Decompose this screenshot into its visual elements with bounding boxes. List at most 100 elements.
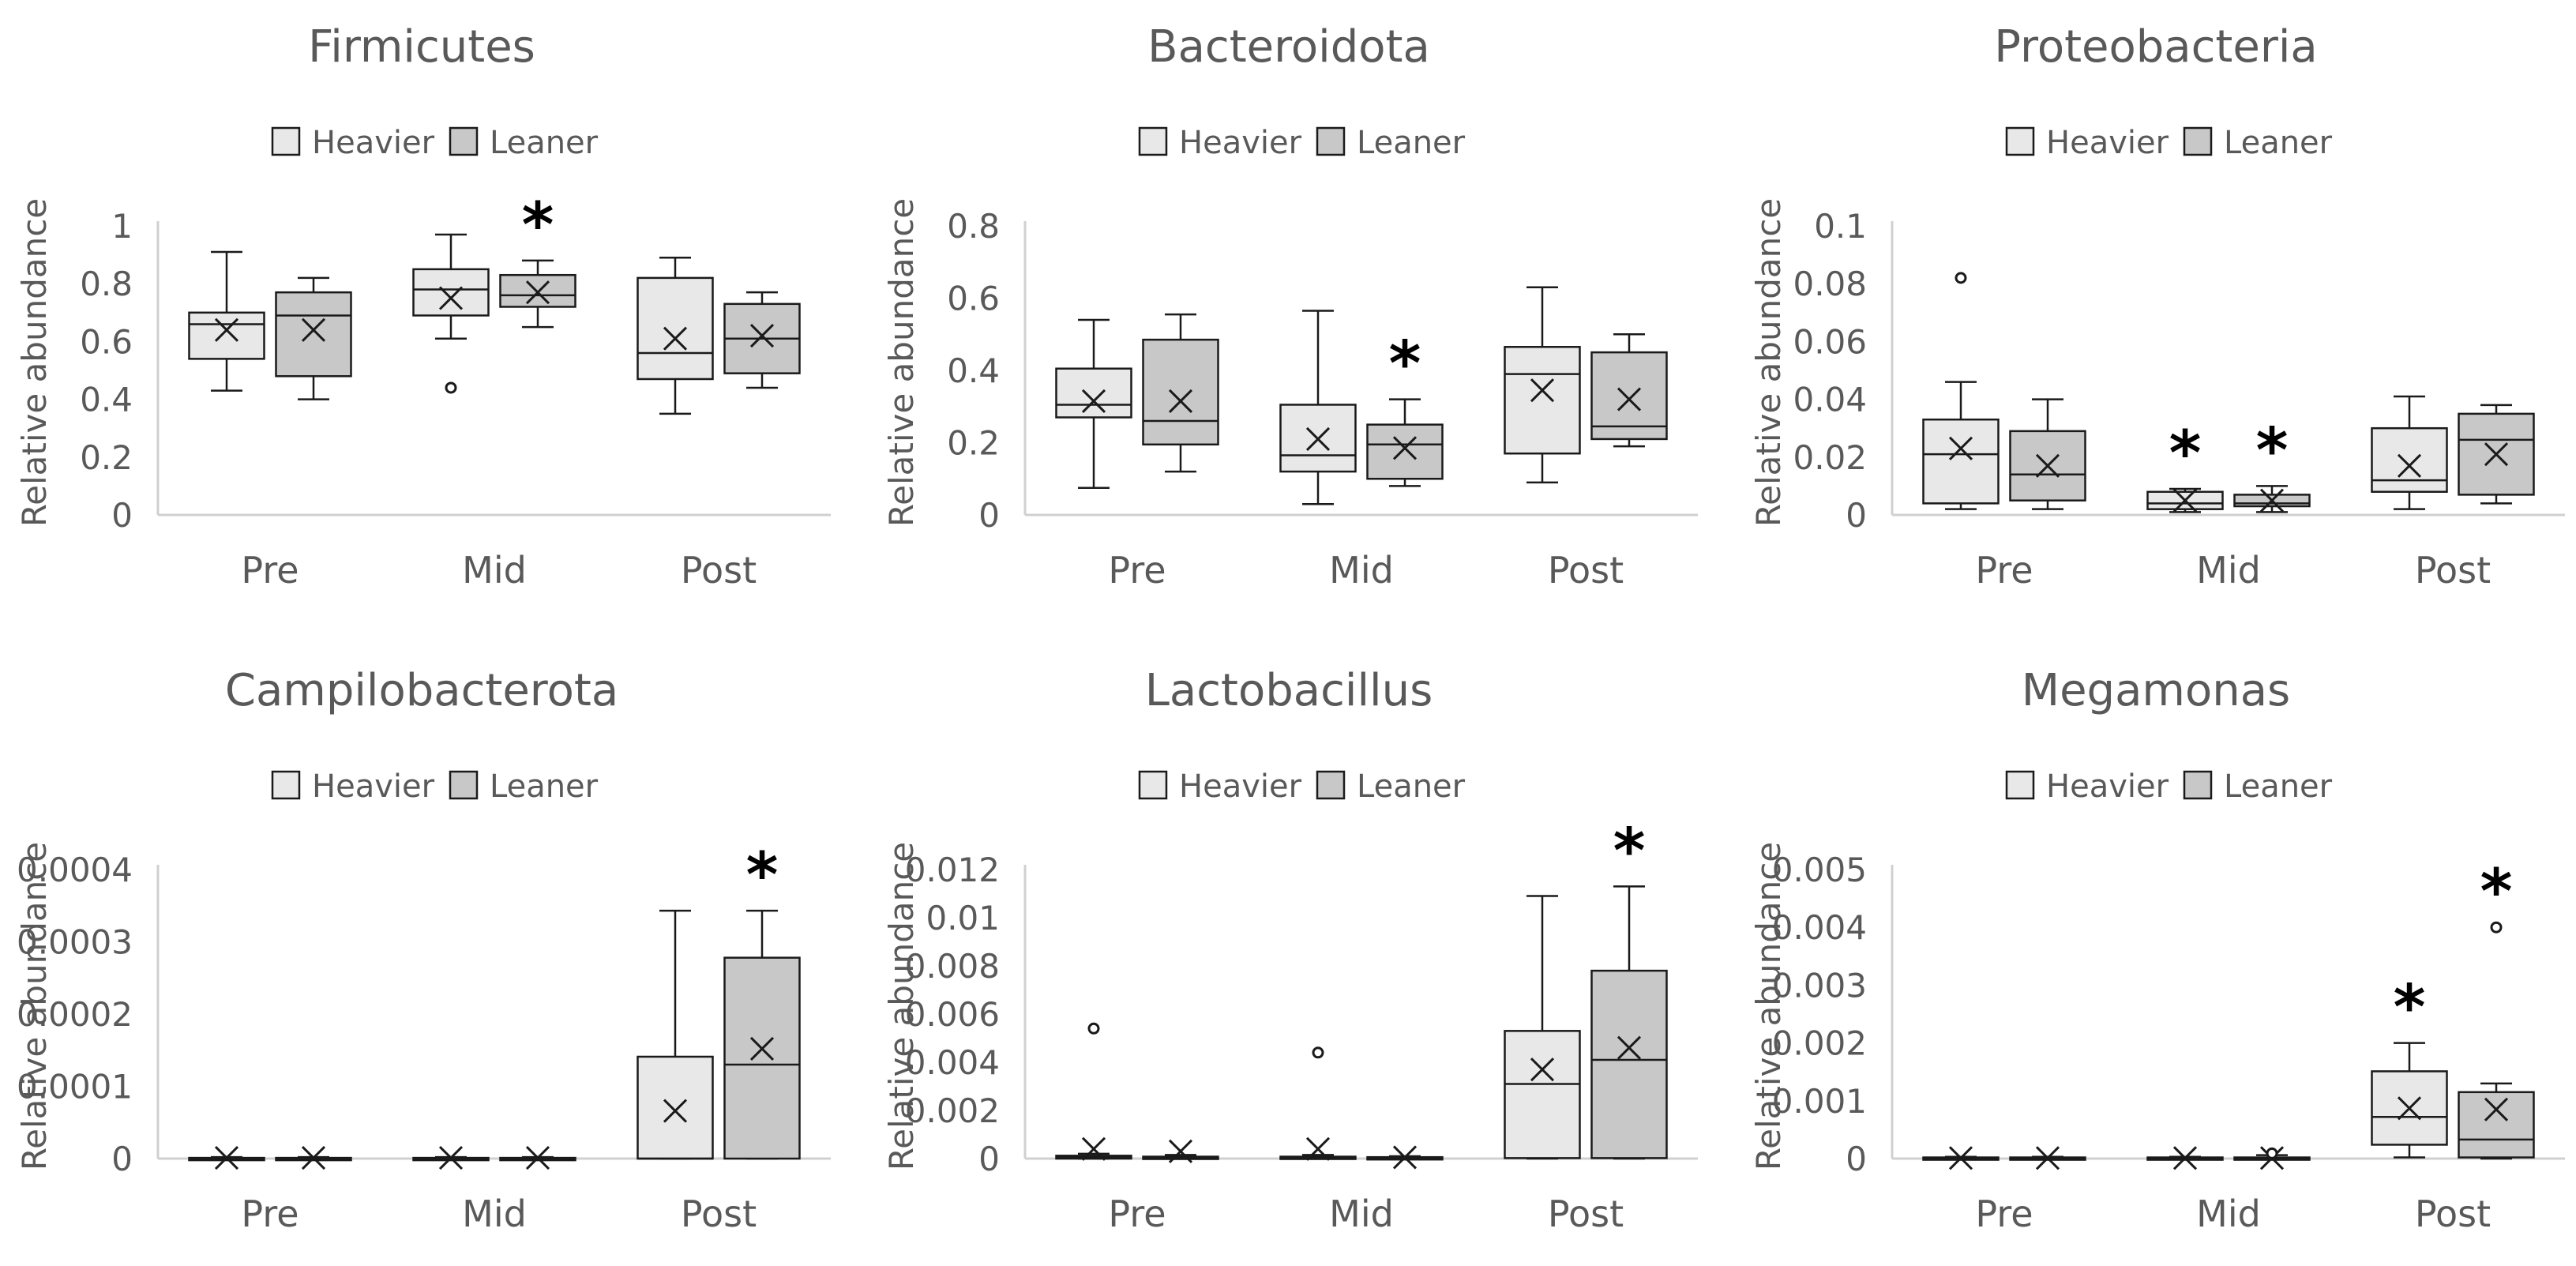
box-heavier-mid bbox=[412, 1146, 490, 1170]
box-leaner-mid: * bbox=[1366, 329, 1444, 487]
box-leaner-post: * bbox=[1590, 816, 1668, 1160]
mean-marker bbox=[438, 286, 464, 310]
x-category-label: Post bbox=[1548, 1193, 1624, 1235]
y-axis-label: Relative abundance bbox=[15, 842, 54, 1170]
y-tick-label: 0.002 bbox=[1772, 1024, 1867, 1063]
mean-marker bbox=[1530, 378, 1555, 403]
iqr-box bbox=[636, 1055, 714, 1160]
mean-marker bbox=[2397, 453, 2422, 478]
box-heavier-mid bbox=[1279, 1046, 1357, 1161]
y-tick-label: 0 bbox=[111, 1140, 133, 1178]
box-leaner-pre bbox=[2009, 398, 2086, 510]
x-category-label: Mid bbox=[1329, 1193, 1394, 1235]
box-heavier-pre bbox=[188, 1146, 265, 1170]
legend-label-leaner: Leaner bbox=[1357, 768, 1466, 805]
mean-marker bbox=[2172, 488, 2198, 513]
chart-title: Campilobacterota bbox=[225, 665, 618, 716]
mean-marker bbox=[1948, 1146, 1973, 1170]
y-axis-label: Relative abundance bbox=[1749, 198, 1788, 527]
chart-title: Bacteroidota bbox=[1147, 21, 1430, 73]
x-category-label: Mid bbox=[1329, 549, 1394, 592]
chart-title: Megamonas bbox=[2022, 665, 2290, 716]
iqr-box bbox=[1590, 351, 1668, 441]
legend-label-leaner: Leaner bbox=[2224, 125, 2333, 161]
x-category-label: Mid bbox=[462, 1193, 527, 1235]
y-tick-label: 0.008 bbox=[905, 947, 1000, 986]
y-tick-label: 0.6 bbox=[947, 280, 1000, 318]
box-leaner-post bbox=[723, 291, 801, 389]
y-tick-label: 0.1 bbox=[1814, 207, 1867, 246]
mean-marker bbox=[1305, 426, 1331, 451]
mean-marker bbox=[749, 1036, 775, 1061]
x-category-label: Mid bbox=[2196, 1193, 2261, 1235]
iqr-box bbox=[1142, 338, 1219, 446]
legend-label-leaner: Leaner bbox=[2224, 768, 2333, 805]
legend-swatch-heavier bbox=[1138, 126, 1168, 156]
box-leaner-pre bbox=[275, 1146, 352, 1170]
legend-label-heavier: Heavier bbox=[312, 768, 435, 805]
legend-swatch-leaner bbox=[1316, 770, 1346, 800]
box-heavier-mid bbox=[1279, 310, 1357, 505]
iqr-box bbox=[1922, 418, 2000, 505]
box-heavier-mid bbox=[2146, 1146, 2224, 1170]
mean-marker bbox=[301, 317, 326, 342]
y-tick-label: 0.003 bbox=[1772, 966, 1867, 1005]
significance-star: * bbox=[522, 190, 554, 261]
iqr-box bbox=[723, 956, 801, 1160]
mean-marker bbox=[2172, 1146, 2198, 1170]
iqr-box bbox=[636, 276, 714, 381]
y-tick-label: 0 bbox=[978, 496, 1000, 535]
box-heavier-pre bbox=[1055, 1022, 1132, 1161]
box-heavier-pre bbox=[1055, 318, 1132, 489]
box-leaner-post: * bbox=[2458, 857, 2535, 1160]
legend-label-heavier: Heavier bbox=[2046, 768, 2169, 805]
mean-marker bbox=[2484, 442, 2509, 467]
outlier-point bbox=[445, 381, 457, 394]
box-heavier-pre bbox=[188, 250, 265, 392]
mean-marker bbox=[663, 1099, 688, 1123]
mean-marker bbox=[663, 326, 688, 351]
box-heavier-post bbox=[636, 257, 714, 415]
y-tick-label: 0.005 bbox=[1772, 851, 1867, 889]
y-tick-label: 0.002 bbox=[905, 1091, 1000, 1130]
y-tick-label: 0.0004 bbox=[17, 851, 133, 889]
box-leaner-pre bbox=[275, 276, 352, 400]
legend-label-leaner: Leaner bbox=[490, 768, 599, 805]
iqr-box bbox=[1504, 346, 1581, 455]
mean-marker bbox=[1168, 1139, 1193, 1163]
legend-swatch-leaner bbox=[449, 770, 479, 800]
legend-swatch-leaner bbox=[449, 126, 479, 156]
chart-title: Lactobacillus bbox=[1145, 665, 1433, 716]
y-tick-label: 0.04 bbox=[1793, 381, 1867, 419]
significance-star: * bbox=[2256, 415, 2289, 486]
significance-star: * bbox=[2480, 857, 2513, 928]
y-tick-label: 0.0003 bbox=[17, 923, 133, 962]
x-category-label: Pre bbox=[1975, 1193, 2033, 1235]
mean-marker bbox=[1392, 436, 1418, 460]
iqr-box bbox=[1055, 367, 1132, 419]
y-tick-label: 0.8 bbox=[80, 265, 133, 303]
iqr-box bbox=[2458, 1091, 2535, 1159]
chart-panel-lactobacillus: Lactobacillus Heavier Leaner Relative abund… bbox=[882, 665, 1698, 1235]
mean-marker bbox=[214, 317, 239, 342]
y-tick-label: 0.4 bbox=[80, 381, 133, 419]
y-tick-label: 0.8 bbox=[947, 207, 1000, 246]
outlier-point bbox=[1087, 1022, 1100, 1035]
mean-marker bbox=[1617, 387, 1642, 411]
x-category-label: Pre bbox=[241, 549, 299, 592]
chart-panel-megamonas: Megamonas Heavier Leaner Relative abundance… bbox=[1749, 665, 2565, 1235]
y-axis-label: Relative abundance bbox=[1749, 842, 1788, 1170]
mean-marker bbox=[2035, 453, 2060, 478]
legend-swatch-leaner bbox=[2183, 126, 2213, 156]
y-tick-label: 1 bbox=[111, 207, 133, 246]
y-axis-label: Relative abundance bbox=[882, 842, 921, 1170]
significance-star: * bbox=[2169, 419, 2202, 490]
mean-marker bbox=[1617, 1035, 1642, 1060]
box-leaner-mid: * bbox=[2233, 415, 2311, 513]
mean-marker bbox=[438, 1146, 464, 1170]
y-tick-label: 0.012 bbox=[905, 851, 1000, 889]
box-leaner-pre bbox=[2009, 1146, 2086, 1170]
y-tick-label: 0 bbox=[1846, 496, 1867, 535]
mean-marker bbox=[1305, 1136, 1331, 1161]
